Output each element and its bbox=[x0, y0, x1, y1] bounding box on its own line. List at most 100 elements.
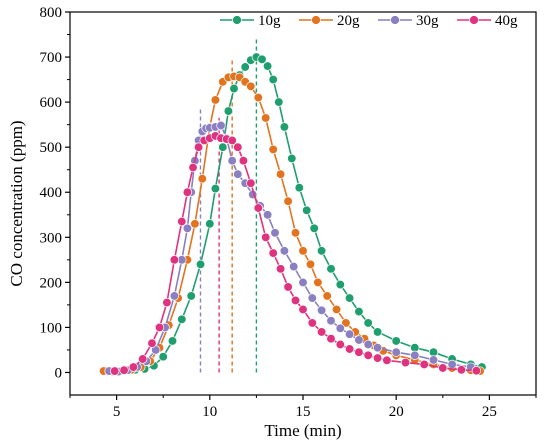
data-point-30g-27 bbox=[289, 261, 299, 272]
data-point-30g-32 bbox=[335, 323, 345, 333]
data-point-30g-36 bbox=[372, 343, 383, 353]
data-point-30g-29 bbox=[307, 293, 317, 303]
data-point-30g-24 bbox=[262, 210, 273, 220]
data-point-40g-29 bbox=[316, 327, 327, 337]
data-point-20g-10 bbox=[190, 219, 200, 229]
data-point-30g-39 bbox=[428, 355, 439, 365]
data-point-40g-22 bbox=[261, 232, 271, 242]
legend-label-10g: 10g bbox=[258, 13, 281, 29]
data-point-40g-33 bbox=[354, 347, 364, 357]
plot-frame bbox=[69, 11, 537, 396]
data-point-10g-10 bbox=[195, 259, 206, 269]
data-point-10g-26 bbox=[294, 183, 304, 193]
data-point-40g-5 bbox=[154, 322, 165, 333]
y-tick-label-300: 300 bbox=[40, 230, 63, 246]
data-point-40g-0 bbox=[110, 366, 120, 376]
data-point-10g-38 bbox=[428, 347, 439, 357]
data-point-10g-12 bbox=[210, 183, 221, 194]
data-point-40g-25 bbox=[283, 282, 293, 292]
data-point-40g-18 bbox=[233, 142, 243, 152]
data-point-40g-21 bbox=[253, 203, 263, 213]
data-point-30g-33 bbox=[344, 329, 355, 339]
data-point-20g-21 bbox=[261, 113, 271, 123]
data-point-30g-31 bbox=[326, 316, 336, 326]
data-point-10g-34 bbox=[363, 318, 373, 328]
data-point-10g-21 bbox=[262, 61, 273, 71]
data-point-40g-27 bbox=[298, 304, 308, 315]
data-point-20g-22 bbox=[268, 144, 278, 155]
data-point-40g-35 bbox=[372, 353, 383, 363]
legend: 10g 20g 30g 40g bbox=[220, 13, 518, 29]
data-point-40g-2 bbox=[128, 362, 139, 372]
data-point-40g-28 bbox=[307, 318, 317, 328]
data-point-40g-39 bbox=[438, 363, 448, 373]
legend-item-20g: 20g bbox=[299, 13, 360, 29]
legend-item-40g: 40g bbox=[457, 13, 518, 29]
data-point-10g-25 bbox=[287, 153, 297, 164]
x-axis-label: Time (min) bbox=[264, 421, 341, 440]
y-tick-label-800: 800 bbox=[40, 5, 63, 21]
data-point-30g-30 bbox=[316, 305, 327, 315]
data-point-30g-17 bbox=[216, 120, 226, 131]
data-point-20g-30 bbox=[331, 304, 342, 315]
data-point-10g-29 bbox=[316, 246, 327, 256]
legend-item-10g: 10g bbox=[220, 13, 281, 29]
y-tick-label-0: 0 bbox=[55, 365, 63, 381]
data-point-20g-11 bbox=[197, 174, 207, 184]
data-point-10g-35 bbox=[372, 327, 383, 337]
data-point-40g-19 bbox=[238, 156, 249, 166]
legend-item-30g: 30g bbox=[378, 13, 439, 29]
legend-marker-30g bbox=[390, 15, 400, 25]
data-point-20g-27 bbox=[305, 259, 316, 269]
data-point-10g-32 bbox=[344, 293, 355, 303]
y-tick-label-700: 700 bbox=[40, 50, 63, 66]
data-point-20g-31 bbox=[341, 318, 351, 328]
data-point-30g-9 bbox=[182, 223, 193, 233]
y-tick-label-500: 500 bbox=[40, 140, 63, 156]
data-point-40g-30 bbox=[326, 334, 336, 344]
y-axis-label: CO concentration (ppm) bbox=[7, 120, 26, 286]
x-tick-label-20: 20 bbox=[389, 404, 404, 420]
y-tick-label-200: 200 bbox=[40, 275, 63, 291]
data-point-40g-38 bbox=[419, 359, 429, 370]
data-point-40g-7 bbox=[169, 255, 180, 265]
data-point-10g-31 bbox=[335, 279, 345, 290]
data-point-10g-8 bbox=[177, 314, 187, 324]
data-point-40g-8 bbox=[177, 216, 187, 227]
legend-marker-20g bbox=[311, 15, 321, 25]
data-point-40g-11 bbox=[193, 142, 204, 152]
data-point-10g-6 bbox=[158, 352, 168, 362]
data-point-40g-26 bbox=[290, 295, 301, 306]
data-point-30g-37 bbox=[391, 347, 401, 357]
data-layer bbox=[98, 39, 487, 377]
axes: 5 10 15 20 25 0 100 200 300 400 500 600 700 800 bbox=[40, 5, 537, 420]
data-point-10g-17 bbox=[240, 62, 250, 72]
data-point-20g-20 bbox=[253, 92, 263, 103]
data-point-40g-4 bbox=[147, 338, 157, 348]
data-point-10g-14 bbox=[223, 106, 234, 116]
data-point-10g-22 bbox=[268, 74, 278, 85]
x-tick-label-5: 5 bbox=[113, 404, 121, 420]
data-point-40g-32 bbox=[344, 344, 355, 354]
legend-marker-10g bbox=[232, 15, 242, 25]
legend-marker-40g bbox=[469, 15, 479, 25]
data-point-10g-23 bbox=[274, 97, 284, 107]
data-point-40g-24 bbox=[275, 264, 286, 274]
data-point-10g-36 bbox=[391, 336, 401, 346]
data-point-10g-11 bbox=[205, 219, 215, 229]
data-point-40g-20 bbox=[246, 178, 256, 188]
data-point-10g-27 bbox=[302, 205, 312, 215]
data-point-40g-3 bbox=[138, 354, 148, 364]
data-point-30g-7 bbox=[169, 291, 180, 301]
data-point-10g-9 bbox=[186, 291, 196, 301]
data-point-40g-34 bbox=[363, 350, 373, 360]
data-point-20g-24 bbox=[283, 196, 293, 206]
data-point-10g-33 bbox=[354, 306, 364, 317]
data-point-30g-28 bbox=[298, 277, 308, 288]
data-point-30g-34 bbox=[354, 335, 364, 345]
x-tick-label-15: 15 bbox=[296, 404, 311, 420]
data-point-40g-40 bbox=[456, 365, 467, 375]
y-tick-label-600: 600 bbox=[40, 95, 63, 111]
y-tick-label-400: 400 bbox=[40, 185, 63, 201]
